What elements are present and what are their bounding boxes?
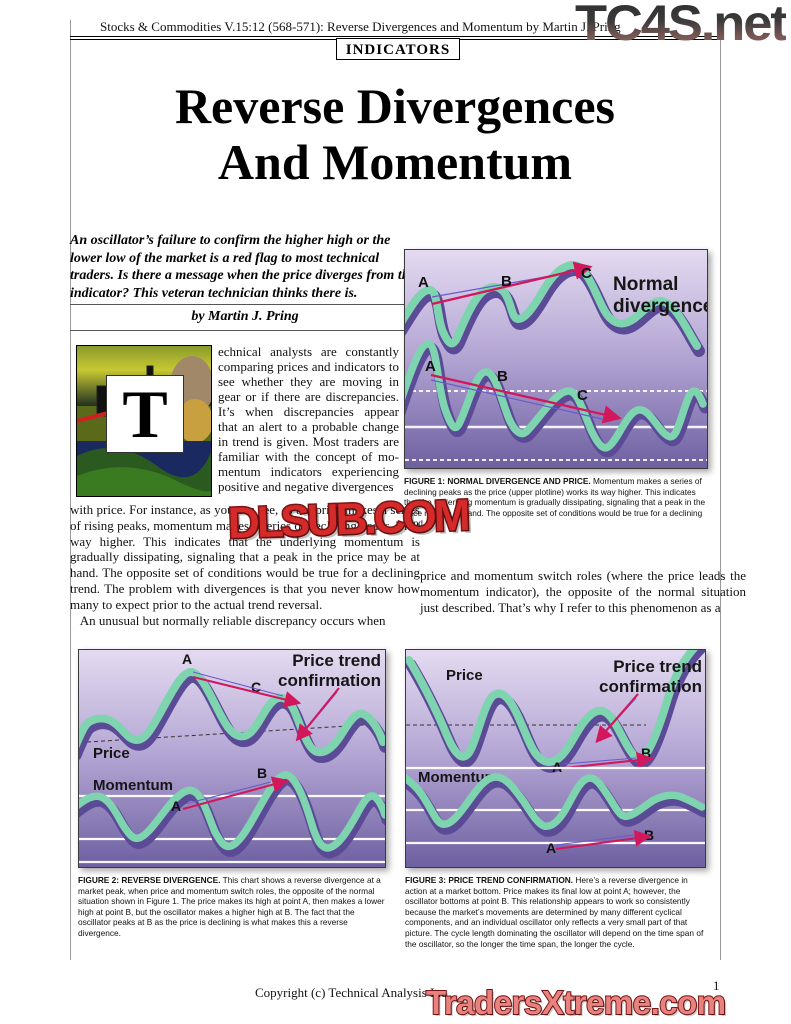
svg-text:Price: Price xyxy=(446,667,483,684)
svg-text:Price trend: Price trend xyxy=(613,657,702,676)
svg-text:C: C xyxy=(577,387,588,404)
svg-text:confirmation: confirmation xyxy=(278,671,381,690)
svg-text:A: A xyxy=(182,651,192,667)
svg-text:C: C xyxy=(581,265,592,282)
svg-text:Momentum: Momentum xyxy=(93,777,173,794)
svg-text:confirmation: confirmation xyxy=(599,677,702,696)
svg-text:B: B xyxy=(641,745,651,761)
svg-text:A: A xyxy=(546,840,556,856)
svg-text:A: A xyxy=(171,798,181,814)
svg-text:Price trend: Price trend xyxy=(292,651,381,670)
svg-text:A: A xyxy=(418,274,429,291)
svg-text:A: A xyxy=(425,358,436,375)
svg-text:Price: Price xyxy=(93,745,130,762)
svg-text:B: B xyxy=(497,368,508,385)
svg-text:B: B xyxy=(257,765,267,781)
svg-text:divergence: divergence xyxy=(613,296,708,317)
svg-text:B: B xyxy=(644,827,654,843)
svg-text:Normal: Normal xyxy=(613,274,678,295)
svg-text:B: B xyxy=(501,273,512,290)
